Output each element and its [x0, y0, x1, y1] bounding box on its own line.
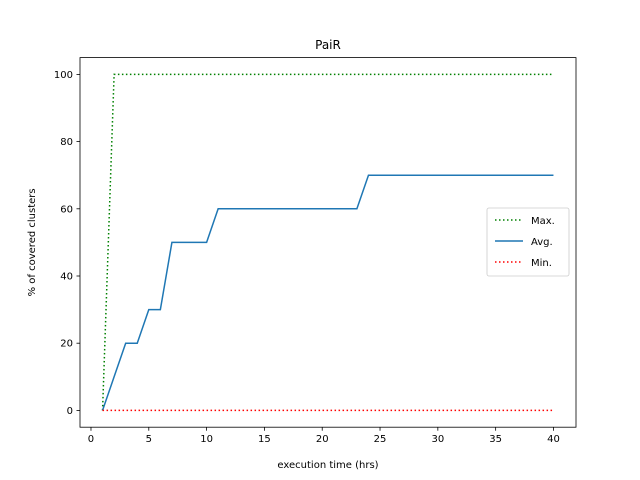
legend-label: Avg. — [531, 237, 553, 248]
x-tick-label: 15 — [258, 434, 271, 445]
x-axis-ticks: 0 5 10 15 20 25 30 35 40 — [88, 427, 560, 445]
x-tick-label: 20 — [316, 434, 329, 445]
x-axis-label: execution time (hrs) — [277, 460, 378, 471]
x-tick-label: 10 — [200, 434, 213, 445]
series-line-max — [101, 73, 554, 411]
series-line-avg — [101, 174, 554, 411]
y-tick-label: 80 — [60, 137, 73, 148]
y-tick-label: 40 — [60, 272, 73, 283]
x-tick-label: 40 — [547, 434, 560, 445]
y-tick-label: 0 — [67, 406, 73, 417]
legend-label: Min. — [531, 258, 552, 269]
plot-lines — [101, 73, 554, 412]
y-axis-ticks: 0 20 40 60 80 100 — [54, 70, 80, 417]
x-tick-label: 0 — [88, 434, 94, 445]
legend: Max. Avg. Min. — [486, 207, 570, 277]
chart-title: PaiR — [315, 38, 341, 52]
y-tick-label: 100 — [54, 70, 73, 81]
plot-frame — [79, 57, 577, 428]
y-tick-label: 60 — [60, 204, 73, 215]
x-tick-label: 35 — [489, 434, 502, 445]
x-tick-label: 5 — [146, 434, 152, 445]
legend-label: Max. — [531, 216, 555, 227]
y-tick-label: 20 — [60, 339, 73, 350]
legend-box — [486, 207, 570, 277]
x-tick-label: 25 — [374, 434, 387, 445]
y-axis-label: % of covered clusters — [27, 188, 38, 296]
x-tick-label: 30 — [431, 434, 444, 445]
